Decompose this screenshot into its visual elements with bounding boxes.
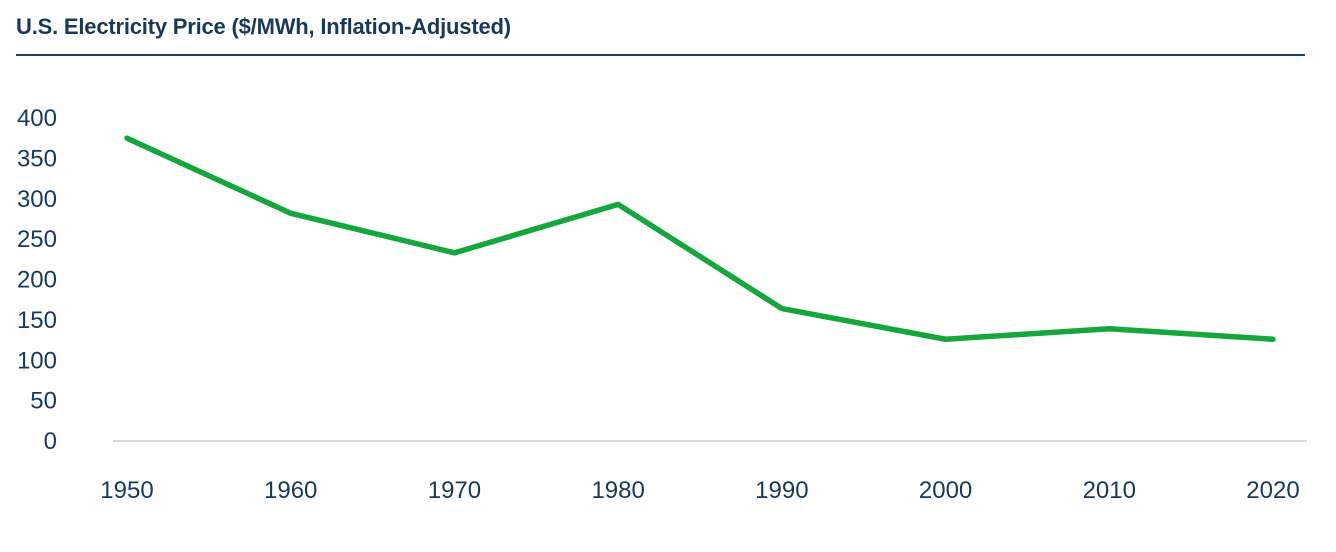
y-axis-tick-label: 200	[17, 267, 57, 294]
price-line-series	[124, 135, 1276, 343]
x-axis-tick-label: 1960	[264, 477, 317, 504]
y-axis-tick-label: 300	[17, 186, 57, 213]
x-axis-tick-label: 2010	[1083, 477, 1136, 504]
y-axis-tick-label: 250	[17, 226, 57, 253]
x-axis-tick-label: 1980	[591, 477, 644, 504]
y-axis-tick-label: 150	[17, 307, 57, 334]
x-axis-tick-label: 2000	[919, 477, 972, 504]
y-axis-tick-label: 0	[44, 428, 57, 455]
x-axis-tick-label: 1950	[100, 477, 153, 504]
x-axis-tick-label: 2020	[1246, 477, 1299, 504]
y-axis-tick-label: 100	[17, 347, 57, 374]
chart-title: U.S. Electricity Price ($/MWh, Inflation…	[16, 14, 511, 39]
title-divider	[16, 54, 1305, 56]
y-axis-tick-label: 400	[17, 105, 57, 132]
x-axis-tick-label: 1970	[428, 477, 481, 504]
x-axis-tick-label: 1990	[755, 477, 808, 504]
y-axis-tick-label: 50	[30, 388, 57, 415]
y-axis-tick-label: 350	[17, 145, 57, 172]
